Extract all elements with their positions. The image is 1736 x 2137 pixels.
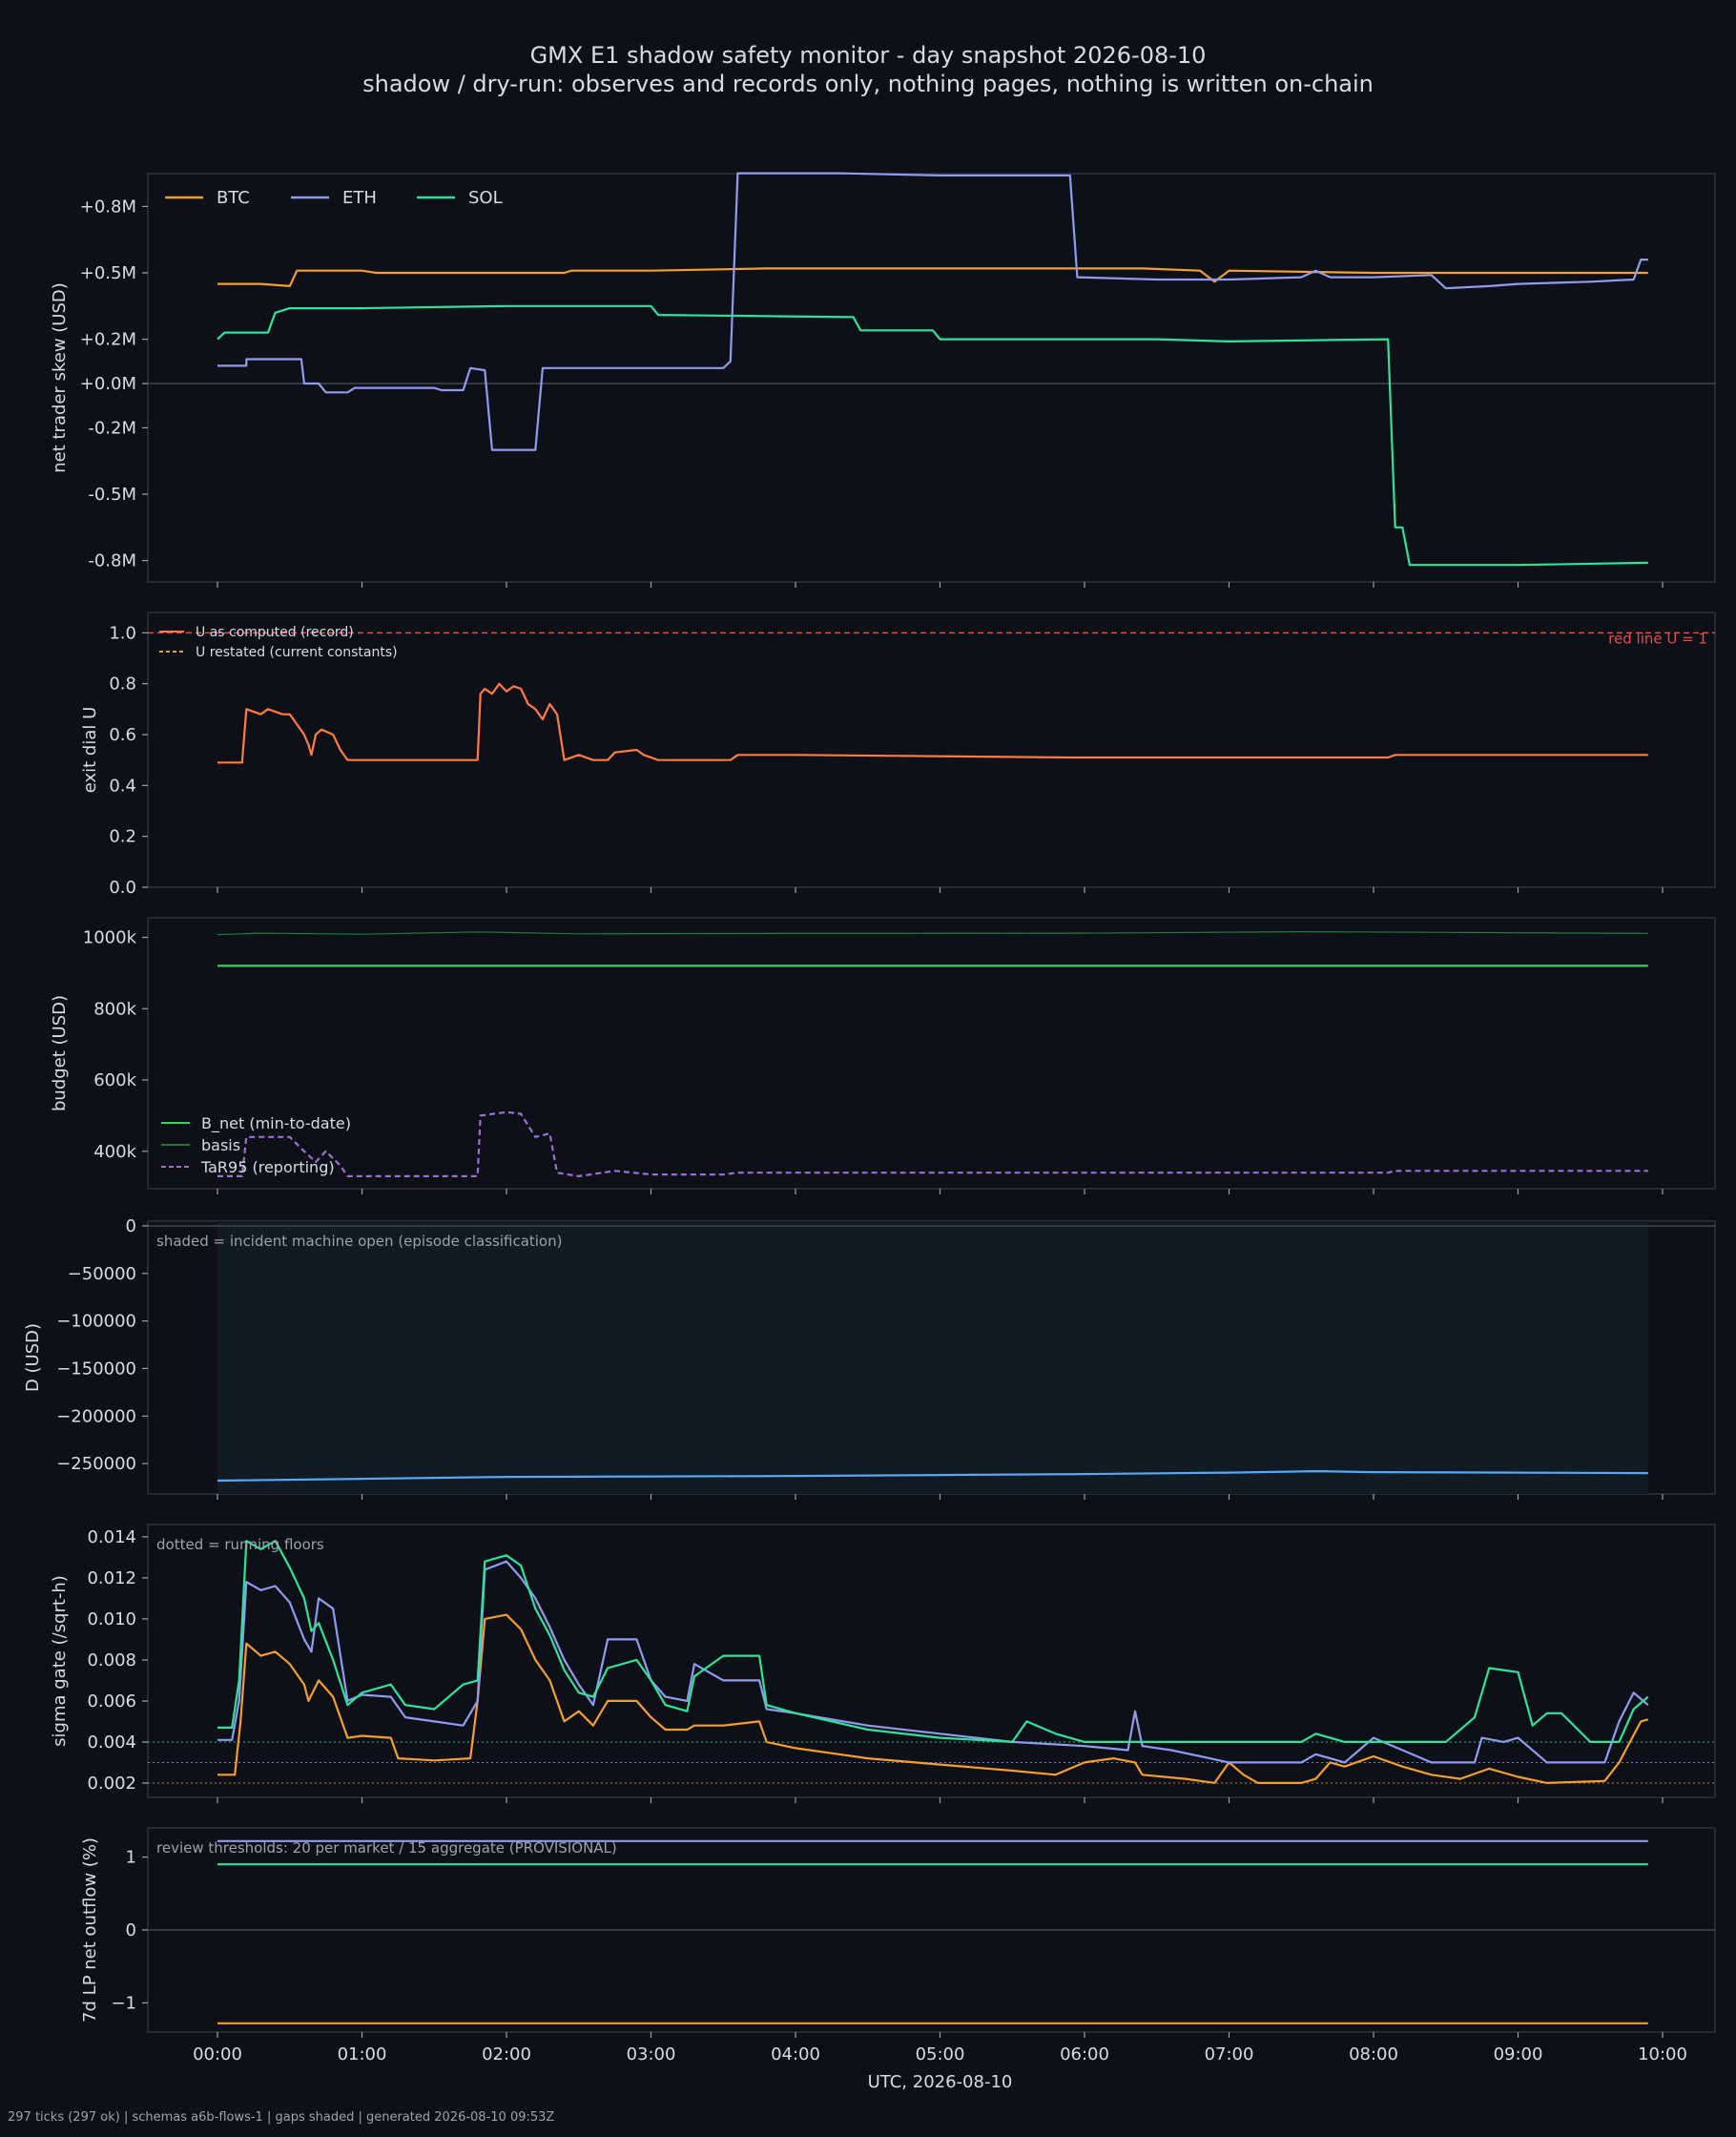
legend-label: B_net (min-to-date) (201, 1114, 351, 1133)
legend-label: BTC (217, 188, 250, 208)
y-tick-label: 0 (126, 1216, 136, 1236)
legend-label: SOL (468, 188, 503, 208)
y-tick-label: −150000 (56, 1359, 136, 1379)
x-tick-label: 05:00 (916, 2044, 965, 2064)
y-tick-label: +0.2M (80, 330, 136, 350)
y-tick-label: −50000 (68, 1264, 136, 1284)
y-axis-label: exit dial U (80, 707, 100, 794)
y-tick-label: 0.6 (109, 725, 136, 745)
y-axis-label: 7d LP net outflow (%) (80, 1837, 100, 2023)
x-tick-label: 01:00 (338, 2044, 387, 2064)
y-axis-label: sigma gate (/sqrt-h) (50, 1575, 70, 1747)
x-axis-label: UTC, 2026-08-10 (868, 2072, 1013, 2092)
y-tick-label: 0.014 (87, 1527, 136, 1547)
y-tick-label: −100000 (56, 1312, 136, 1332)
y-tick-label: 1 (126, 1848, 136, 1868)
y-tick-label: 0 (126, 1920, 136, 1940)
y-axis-label: D (USD) (23, 1323, 43, 1392)
series-line-eth (217, 1560, 1649, 1764)
y-tick-label: -0.5M (88, 485, 136, 505)
y-tick-label: 0.2 (109, 827, 136, 847)
legend-label: ETH (342, 188, 377, 208)
red-line-annotation: red line U = 1 (1608, 630, 1707, 647)
y-tick-label: −1 (111, 1993, 136, 2013)
series-line-sol (217, 304, 1648, 567)
x-tick-label: 02:00 (482, 2044, 531, 2064)
x-tick-label: 07:00 (1205, 2044, 1254, 2064)
panel-annotation: review thresholds: 20 per market / 15 ag… (156, 1839, 617, 1857)
series-line-basis (217, 931, 1648, 936)
y-tick-label: 0.002 (87, 1774, 136, 1794)
y-tick-label: 800k (93, 999, 136, 1019)
plot-frame-3 (147, 917, 1716, 1190)
y-tick-label: +0.8M (80, 197, 136, 217)
plot-frame-5 (147, 1524, 1716, 1798)
y-tick-label: 0.012 (87, 1568, 136, 1588)
y-tick-label: 0.010 (87, 1609, 136, 1629)
y-tick-label: 0.4 (109, 776, 136, 796)
incident-shade (217, 1221, 1648, 1494)
y-tick-label: 0.0 (109, 878, 136, 898)
y-tick-label: +0.5M (80, 263, 136, 283)
y-tick-label: −250000 (56, 1454, 136, 1474)
series-line-d (217, 1470, 1648, 1483)
y-tick-label: +0.0M (80, 374, 136, 394)
x-tick-label: 00:00 (193, 2044, 242, 2064)
panel-annotation: dotted = running floors (156, 1536, 324, 1553)
plot-frame-1 (147, 173, 1716, 583)
chart-subtitle: shadow / dry-run: observes and records o… (362, 71, 1374, 97)
series-line-sol (217, 1540, 1649, 1743)
series-line-btc (217, 267, 1648, 287)
x-tick-label: 08:00 (1349, 2044, 1398, 2064)
x-tick-label: 10:00 (1638, 2044, 1687, 2064)
series-line-eth (217, 172, 1648, 451)
series-line-btc (217, 1613, 1649, 1784)
x-tick-label: 06:00 (1060, 2044, 1109, 2064)
y-tick-label: 600k (93, 1070, 136, 1090)
y-tick-label: 0.006 (87, 1691, 136, 1712)
y-axis-label: net trader skew (USD) (50, 282, 70, 473)
legend-label: U restated (current constants) (196, 645, 398, 660)
chart-title: GMX E1 shadow safety monitor - day snaps… (529, 42, 1207, 69)
y-tick-label: 0.8 (109, 674, 136, 695)
y-axis-label: budget (USD) (50, 995, 70, 1111)
x-tick-label: 09:00 (1494, 2044, 1543, 2064)
panel-annotation: shaded = incident machine open (episode … (156, 1233, 562, 1250)
legend-label: basis (201, 1136, 240, 1154)
x-tick-label: 04:00 (771, 2044, 820, 2064)
x-tick-label: 03:00 (627, 2044, 676, 2064)
legend-label: TaR95 (reporting) (200, 1158, 335, 1176)
y-tick-label: 1.0 (109, 623, 136, 643)
y-tick-label: 1000k (83, 928, 137, 948)
y-tick-label: 0.004 (87, 1732, 136, 1753)
y-tick-label: -0.8M (88, 551, 136, 571)
series-line-tar95-reporting- (217, 1110, 1648, 1177)
plot-frame-2 (147, 612, 1716, 888)
y-tick-label: −200000 (56, 1406, 136, 1426)
y-tick-label: -0.2M (88, 418, 136, 438)
legend-label: U as computed (record) (196, 625, 354, 640)
y-tick-label: 0.008 (87, 1650, 136, 1670)
footer-status: 297 ticks (297 ok) | schemas a6b-flows-1… (8, 2110, 555, 2125)
y-tick-label: 400k (93, 1142, 136, 1162)
series-line-u-as-computed-record- (217, 682, 1648, 764)
